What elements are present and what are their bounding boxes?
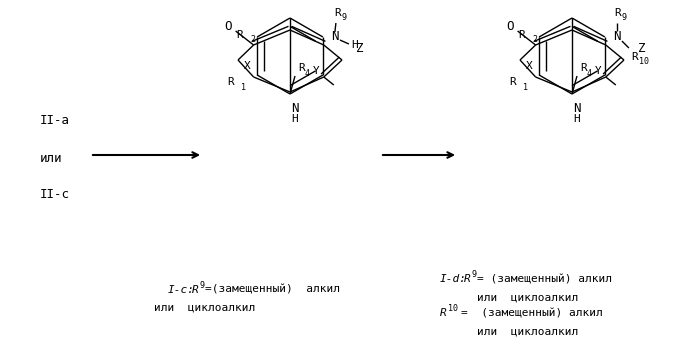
Text: X: X <box>526 61 533 71</box>
Text: 2: 2 <box>250 36 255 44</box>
Text: I-c:: I-c: <box>168 285 195 295</box>
Text: или  циклоалкил: или циклоалкил <box>477 326 578 336</box>
Text: R: R <box>227 77 234 87</box>
Text: =(замещенный)  алкил: =(замещенный) алкил <box>205 285 340 295</box>
Text: R: R <box>237 30 243 40</box>
Text: Z: Z <box>638 42 646 55</box>
Text: O: O <box>224 20 232 33</box>
Text: II-c: II-c <box>40 189 70 202</box>
Text: R: R <box>440 308 447 318</box>
Text: 2: 2 <box>532 36 537 44</box>
Text: H: H <box>351 40 357 50</box>
Text: R: R <box>464 274 470 284</box>
Text: I-d:: I-d: <box>440 274 467 284</box>
Text: X: X <box>244 61 251 71</box>
Text: или  циклоалкил: или циклоалкил <box>154 303 255 313</box>
Text: 1: 1 <box>241 82 246 92</box>
Text: или  циклоалкил: или циклоалкил <box>477 292 578 302</box>
Text: 10: 10 <box>448 304 458 313</box>
Text: R: R <box>334 8 341 18</box>
Text: или: или <box>40 152 63 164</box>
Text: R: R <box>614 8 621 18</box>
Text: 1: 1 <box>523 82 528 92</box>
Text: R: R <box>580 63 587 73</box>
Text: N: N <box>291 102 299 115</box>
Text: 10: 10 <box>639 58 649 66</box>
Text: N: N <box>613 31 621 44</box>
Text: Y: Y <box>313 66 319 76</box>
Text: 9: 9 <box>342 13 347 22</box>
Text: 9: 9 <box>622 13 627 22</box>
Text: R: R <box>192 285 199 295</box>
Text: = (замещенный) алкил: = (замещенный) алкил <box>477 274 612 284</box>
Text: R: R <box>509 77 516 87</box>
Text: R: R <box>298 63 305 73</box>
Text: 9: 9 <box>200 281 205 290</box>
Text: 9: 9 <box>472 270 477 279</box>
Text: Y: Y <box>595 66 601 76</box>
Text: II-a: II-a <box>40 114 70 126</box>
Text: N: N <box>573 102 581 115</box>
Text: Z: Z <box>356 42 364 55</box>
Text: H: H <box>574 114 580 124</box>
Text: N: N <box>331 31 339 44</box>
Text: R: R <box>631 52 638 62</box>
Text: R: R <box>519 30 525 40</box>
Text: H: H <box>292 114 298 124</box>
Text: O: O <box>506 20 514 33</box>
Text: 4: 4 <box>587 69 592 77</box>
Text: =  (замещенный) алкил: = (замещенный) алкил <box>461 308 603 318</box>
Text: 4: 4 <box>305 69 310 77</box>
